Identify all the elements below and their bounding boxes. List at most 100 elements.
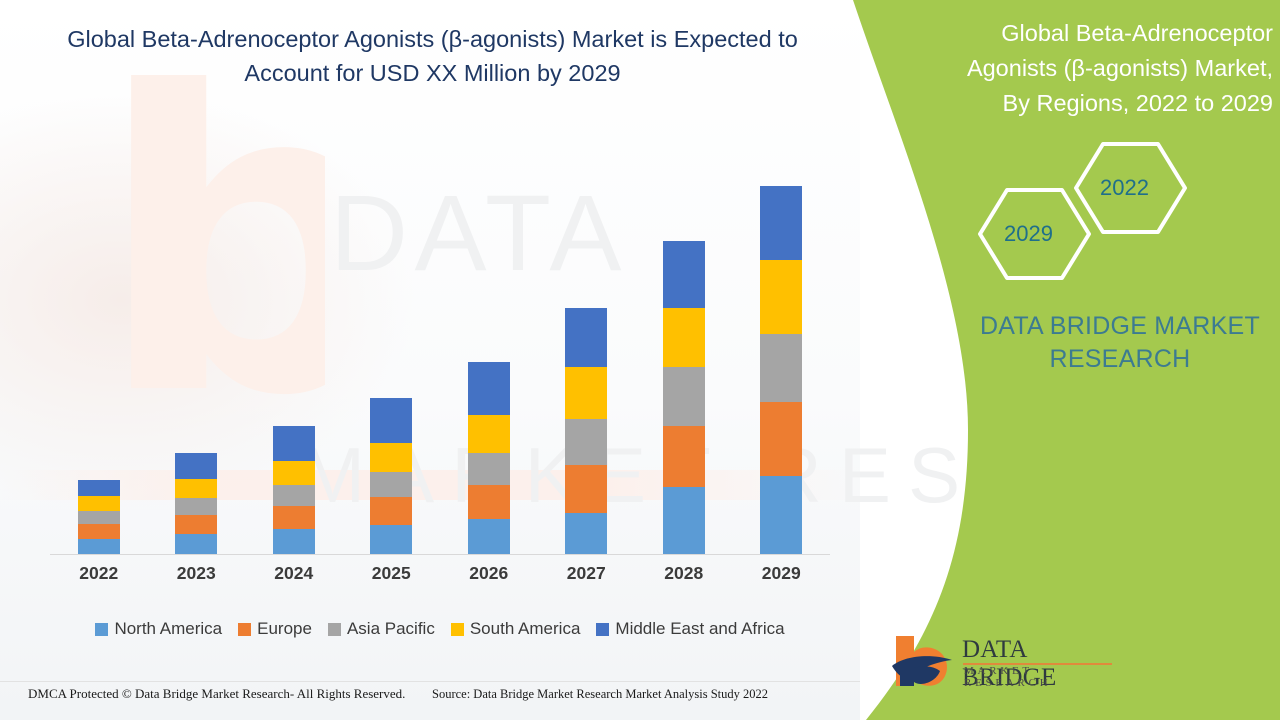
bar-segment bbox=[272, 461, 315, 485]
bar-segment bbox=[760, 476, 803, 555]
bar-segment bbox=[467, 362, 510, 415]
legend-item[interactable]: Middle East and Africa bbox=[596, 619, 785, 639]
bar-segment bbox=[272, 529, 315, 555]
bar-group bbox=[50, 150, 148, 555]
x-axis-labels: 2022 2023 2024 2025 2026 2027 2028 2029 bbox=[50, 563, 830, 591]
logo-underline bbox=[963, 663, 1112, 665]
bar-segment bbox=[467, 415, 510, 453]
dbmr-logo: DATA BRIDGE MARKET RESEARCH bbox=[890, 632, 1120, 694]
legend-swatch-icon bbox=[95, 622, 109, 636]
footer-copyright: DMCA Protected © Data Bridge Market Rese… bbox=[28, 686, 406, 701]
legend-item[interactable]: Europe bbox=[238, 619, 312, 639]
logo-tagline: MARKET RESEARCH bbox=[964, 665, 1052, 689]
bar-segment bbox=[760, 260, 803, 334]
bar-segment bbox=[662, 426, 705, 487]
bar-segment bbox=[77, 480, 120, 496]
bar-group bbox=[538, 150, 636, 555]
bar-segment bbox=[175, 453, 218, 479]
bar-segment bbox=[77, 496, 120, 511]
bar-group bbox=[245, 150, 343, 555]
legend-swatch-icon bbox=[238, 622, 252, 636]
bar-segment bbox=[467, 485, 510, 519]
bar-group bbox=[635, 150, 733, 555]
bar-segment bbox=[370, 525, 413, 555]
legend-label: North America bbox=[114, 619, 223, 638]
legend-label: Middle East and Africa bbox=[615, 619, 785, 638]
bar-group bbox=[733, 150, 831, 555]
x-axis-label: 2027 bbox=[566, 563, 606, 583]
legend-label: Europe bbox=[257, 619, 312, 638]
legend-label: Asia Pacific bbox=[346, 619, 435, 638]
bar-segment bbox=[370, 472, 413, 497]
stacked-bar bbox=[370, 398, 413, 555]
bar-segment bbox=[175, 479, 218, 498]
hexagon-badges: 2022 2029 bbox=[975, 138, 1190, 288]
hexagon-2029-label: 2029 bbox=[1004, 221, 1053, 246]
x-axis-label: 2023 bbox=[176, 563, 216, 583]
bar-segment bbox=[662, 308, 705, 367]
x-axis-label: 2025 bbox=[371, 563, 411, 583]
legend-item[interactable]: North America bbox=[95, 619, 222, 639]
chart-plot-area bbox=[50, 150, 830, 555]
bar-segment bbox=[467, 519, 510, 555]
bar-segment bbox=[175, 534, 218, 555]
stacked-bar bbox=[760, 186, 803, 555]
bar-segment bbox=[662, 241, 705, 308]
bar-segment bbox=[565, 513, 608, 555]
bar-segment bbox=[565, 465, 608, 513]
background-wash bbox=[0, 0, 860, 720]
bar-segment bbox=[565, 367, 608, 419]
x-axis-label: 2022 bbox=[79, 563, 119, 583]
dbmr-logo-mark bbox=[892, 636, 952, 686]
x-axis-label: 2026 bbox=[469, 563, 509, 583]
bar-segment bbox=[565, 308, 608, 367]
bar-segment bbox=[77, 524, 120, 539]
stacked-bar bbox=[467, 362, 510, 555]
bar-segment bbox=[272, 506, 315, 529]
hexagon-2029-shape bbox=[978, 188, 1091, 280]
legend-swatch-icon bbox=[596, 622, 610, 636]
panel-brand-name: DATA BRIDGE MARKET RESEARCH bbox=[979, 312, 1260, 373]
legend-swatch-icon bbox=[450, 622, 464, 636]
bar-segment bbox=[370, 497, 413, 525]
stacked-bar bbox=[662, 241, 705, 555]
legend-label: South America bbox=[469, 619, 581, 638]
bar-segment bbox=[565, 419, 608, 465]
bar-segment bbox=[77, 511, 120, 524]
bar-segment bbox=[370, 398, 413, 443]
x-axis-line bbox=[50, 554, 830, 555]
footer-divider bbox=[0, 681, 860, 682]
bar-segment bbox=[370, 443, 413, 472]
bar-group bbox=[148, 150, 246, 555]
x-axis-label: 2028 bbox=[664, 563, 704, 583]
bar-segment bbox=[77, 539, 120, 555]
bar-segment bbox=[662, 487, 705, 555]
bar-group bbox=[440, 150, 538, 555]
bar-segment bbox=[272, 485, 315, 506]
watermark-data: DATA bbox=[330, 172, 628, 293]
watermark-band bbox=[0, 470, 860, 500]
chart-legend: North America Europe Asia Pacific South Ame… bbox=[50, 616, 830, 642]
chart-title: Global Beta-Adrenoceptor Agonists (β-ago… bbox=[67, 26, 798, 86]
bar-segment bbox=[760, 402, 803, 476]
footer-source: Source: Data Bridge Market Research Mark… bbox=[432, 687, 769, 701]
bar-segment bbox=[760, 186, 803, 260]
bar-segment bbox=[760, 334, 803, 402]
stacked-bar bbox=[175, 453, 218, 555]
bar-segment bbox=[467, 453, 510, 485]
stacked-bar bbox=[272, 426, 315, 555]
bar-group bbox=[343, 150, 441, 555]
legend-item[interactable]: South America bbox=[450, 619, 581, 639]
stacked-bar bbox=[565, 308, 608, 555]
bar-segment bbox=[175, 498, 218, 515]
bar-segment bbox=[175, 515, 218, 534]
legend-item[interactable]: Asia Pacific bbox=[327, 619, 435, 639]
hexagon-2022-shape bbox=[1074, 142, 1187, 234]
bar-segment bbox=[272, 426, 315, 461]
x-axis-label: 2024 bbox=[274, 563, 314, 583]
stacked-bar bbox=[77, 480, 120, 555]
x-axis-label: 2029 bbox=[761, 563, 801, 583]
watermark-b-mark: b bbox=[95, 75, 325, 490]
legend-swatch-icon bbox=[327, 622, 341, 636]
